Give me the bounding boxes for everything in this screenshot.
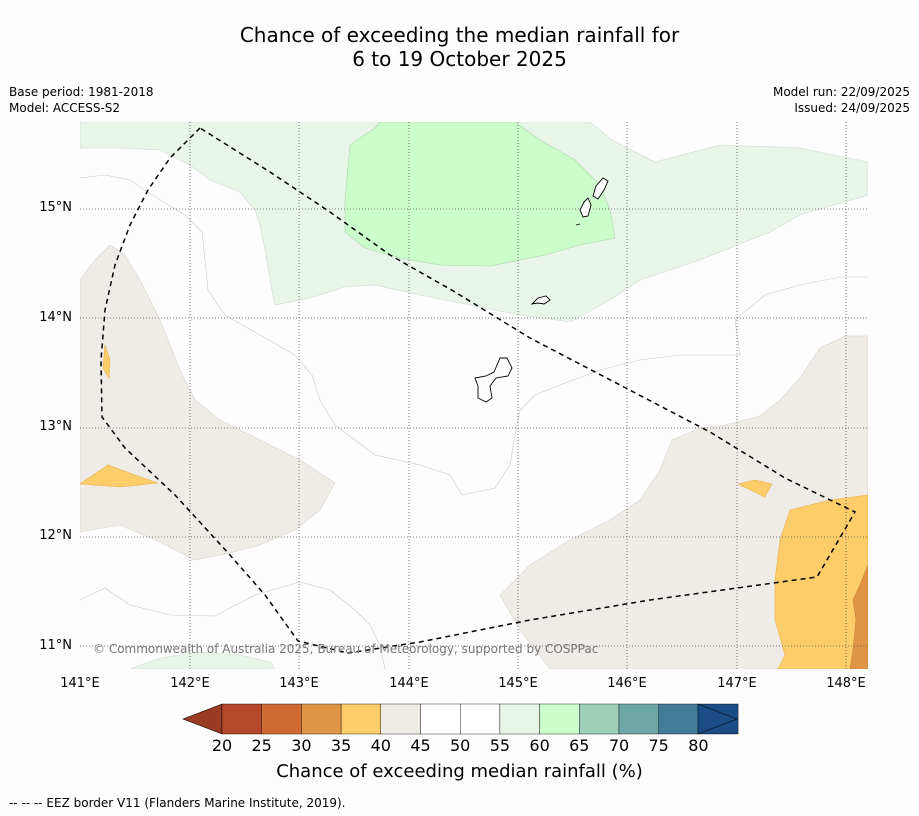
colorbar-bin-45: [420, 703, 461, 735]
base-period: Base period: 1981-2018: [9, 85, 154, 99]
colorbar-bin-50: [460, 703, 501, 735]
lon-label-144e: 144°E: [389, 676, 429, 691]
region-35-40-patch-b: [737, 479, 773, 498]
colorbar-bin-60: [539, 703, 580, 735]
eez-footnote: -- -- -- EEZ border V11 (Flanders Marine…: [9, 796, 346, 810]
model-name: Model: ACCESS-S2: [9, 101, 121, 115]
colorbar-tick-20: 20: [211, 736, 233, 755]
map-title-line1: Chance of exceeding the median rainfall …: [239, 23, 680, 47]
lon-label-141e: 141°E: [60, 676, 100, 691]
colorbar-tick-60: 60: [529, 736, 550, 755]
region-30-35: [849, 564, 868, 669]
colorbar-bin-30: [301, 703, 342, 735]
colorbar-tick-55: 55: [489, 736, 511, 755]
region-60-65: [344, 122, 616, 267]
issued-date: Issued: 24/09/2025: [794, 101, 910, 115]
colorbar-tick-25: 25: [251, 736, 272, 755]
lat-label-13n: 13°N: [39, 419, 72, 434]
region-35-40-patch-c: [102, 344, 111, 379]
colorbar-high-arrow: [697, 703, 738, 735]
colorbar-bin-40: [380, 703, 421, 735]
islands: [474, 177, 609, 403]
colorbar-tick-75: 75: [648, 736, 669, 755]
colorbar-bin-55: [499, 703, 540, 735]
aguijan-island: [575, 223, 581, 226]
colorbar-bin-75: [658, 703, 699, 735]
colorbar-tick-50: 50: [450, 736, 471, 755]
region-55-60-south: [129, 651, 276, 669]
tinian-island: [579, 197, 592, 218]
model-run-date: Model run: 22/09/2025: [772, 85, 910, 99]
colorbar-bin-65: [579, 703, 620, 735]
rota-island: [530, 295, 551, 305]
region-35-40-east: [774, 494, 868, 669]
region-35-40-patch-a: [80, 464, 159, 488]
lat-label-11n: 11°N: [39, 638, 72, 653]
eez-border: [100, 127, 857, 654]
lon-label-148e: 148°E: [826, 676, 866, 691]
colorbar-tick-70: 70: [608, 736, 630, 755]
lon-label-147e: 147°E: [717, 676, 757, 691]
colorbar-bin-25: [261, 703, 302, 735]
colorbar-tick-35: 35: [330, 736, 352, 755]
guam-island: [474, 357, 513, 403]
colorbar-tick-30: 30: [291, 736, 312, 755]
lon-label-142e: 142°E: [170, 676, 210, 691]
saipan-island: [592, 177, 609, 200]
colorbar-tick-45: 45: [410, 736, 431, 755]
lon-label-145e: 145°E: [498, 676, 538, 691]
graticule: [80, 122, 868, 669]
map-title-line2: 6 to 19 October 2025: [352, 47, 567, 71]
lat-label-12n: 12°N: [39, 528, 72, 543]
colorbar-low-arrow: [182, 703, 223, 735]
copyright-notice: © Commonwealth of Australia 2025, Bureau…: [93, 642, 598, 656]
lon-label-146e: 146°E: [607, 676, 647, 691]
colorbar-tick-40: 40: [370, 736, 391, 755]
lat-label-15n: 15°N: [39, 200, 72, 215]
colorbar-bin-70: [618, 703, 659, 735]
colorbar-tick-80: 80: [688, 736, 709, 755]
colorbar: [182, 703, 739, 735]
colorbar-tick-65: 65: [569, 736, 590, 755]
colorbar-title: Chance of exceeding median rainfall (%): [276, 761, 643, 782]
contour-lines: [80, 174, 868, 669]
colorbar-bin-35: [340, 703, 382, 735]
lon-label-143e: 143°E: [279, 676, 319, 691]
lat-label-14n: 14°N: [39, 310, 72, 325]
colorbar-bin-20: [221, 703, 262, 735]
